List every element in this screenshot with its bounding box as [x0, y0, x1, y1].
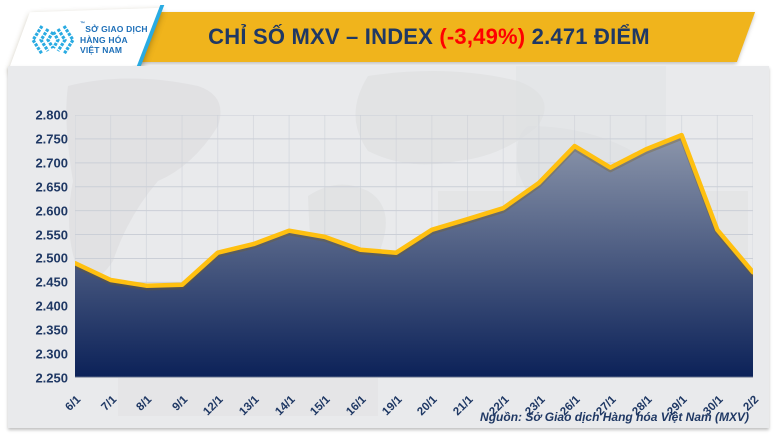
x-tick-label: 12/1	[201, 393, 226, 419]
x-tick-label: 6/1	[63, 393, 84, 414]
y-tick-label: 2.350	[35, 322, 68, 338]
y-tick-label: 2.400	[35, 298, 68, 314]
y-tick-label: 2.300	[35, 346, 68, 362]
chart-title-change: (-3,49%)	[439, 24, 526, 49]
x-tick-label: 7/1	[99, 393, 119, 414]
y-tick-label: 2.700	[35, 155, 68, 171]
logo-line-2: HÀNG HÓA	[80, 34, 128, 45]
y-tick-label: 2.800	[35, 107, 68, 123]
chart-title: CHỈ SỐ MXV – INDEX (-3,49%) 2.471 ĐIỂM	[112, 12, 746, 62]
x-tick-label: 20/1	[415, 393, 441, 419]
y-tick-label: 2.750	[35, 131, 68, 147]
y-tick-label: 2.650	[35, 179, 68, 195]
mxv-logo: ™SỞ GIAO DỊCH HÀNG HÓA VIỆT NAM	[30, 17, 148, 63]
chart-panel: 2.800 2.750 2.700 2.650 2.600 2.550 2.500 2.450…	[8, 66, 769, 428]
index-line	[75, 132, 753, 288]
x-tick-label: 16/1	[344, 393, 369, 419]
logo-line-1: SỞ GIAO DỊCH	[85, 24, 148, 35]
y-tick-label: 2.450	[35, 274, 68, 290]
x-tick-label: 8/1	[134, 393, 155, 414]
mxv-logo-text: ™SỞ GIAO DỊCH HÀNG HÓA VIỆT NAM	[80, 21, 148, 56]
x-tick-label: 9/1	[170, 393, 191, 414]
x-tick-label: 14/1	[273, 393, 298, 419]
source-caption: Nguồn: Sở Giao dịch Hàng hóa Việt Nam (M…	[480, 410, 749, 424]
chart-title-value: 2.471 ĐIỂM	[525, 24, 650, 49]
y-tick-label: 2.250	[35, 370, 68, 386]
x-tick-label: 19/1	[380, 393, 405, 419]
index-area-chart	[75, 115, 753, 378]
mxv-logo-mark-icon	[31, 25, 75, 55]
y-tick-label: 2.500	[35, 250, 68, 266]
logo-line-3: VIỆT NAM	[80, 45, 123, 56]
x-tick-label: 13/1	[237, 393, 262, 419]
y-tick-label: 2.600	[35, 203, 68, 219]
chart-title-main: CHỈ SỐ MXV – INDEX	[208, 24, 440, 49]
area-series	[75, 135, 753, 378]
x-tick-label: 21/1	[451, 393, 476, 419]
y-tick-label: 2.550	[35, 227, 68, 243]
trademark-symbol: ™	[80, 21, 86, 28]
x-tick-label: 15/1	[308, 393, 334, 419]
